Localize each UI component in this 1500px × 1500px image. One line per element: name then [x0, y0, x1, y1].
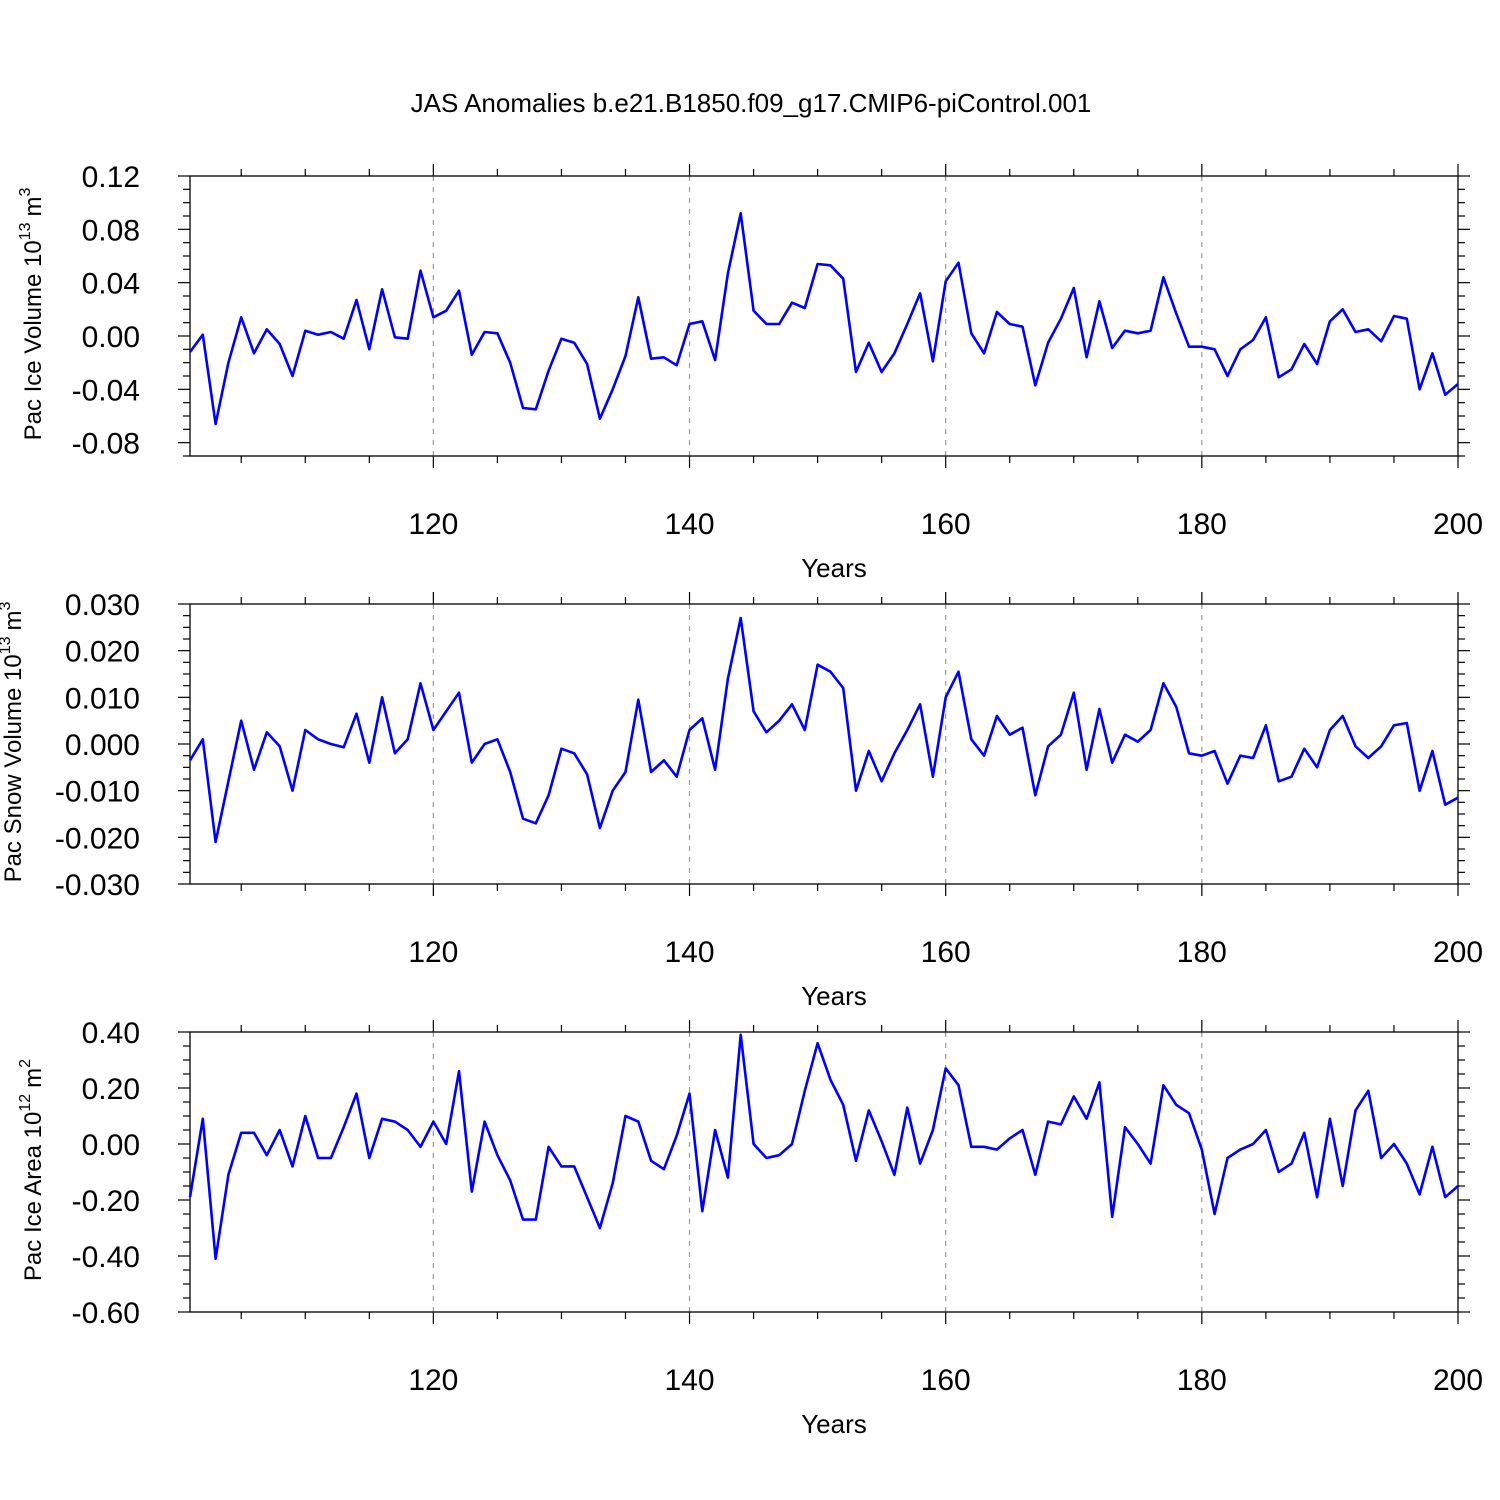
y-axis-label-exponent: 12 [17, 1094, 34, 1112]
y-tick-label: -0.030 [55, 869, 140, 902]
y-tick-label: -0.60 [72, 1297, 140, 1330]
y-tick-label: -0.020 [55, 822, 140, 855]
y-axis-label-unit-exponent: 2 [17, 1059, 34, 1068]
y-tick-label: 0.030 [65, 589, 140, 622]
series-line [188, 1033, 1459, 1261]
x-axis-label: Years [801, 1409, 867, 1439]
y-axis-label-unit: m [20, 196, 47, 216]
y-axis-label-exponent: 13 [0, 636, 14, 654]
x-tick-label: 180 [1177, 508, 1227, 541]
y-tick-label: 0.00 [82, 321, 140, 354]
x-tick-label: 160 [921, 936, 971, 969]
x-tick-label: 120 [408, 508, 458, 541]
panel-3: -0.60 -0.40 -0.20 0.00 0.20 0.40 120 140 160 180 2… [17, 1017, 1483, 1439]
x-tick-label: 200 [1433, 1364, 1483, 1397]
x-tick-label: 160 [921, 508, 971, 541]
x-tick-label: 200 [1433, 508, 1483, 541]
panel-1: -0.08 -0.04 0.00 0.04 0.08 0.12 120 140 160 180 20… [17, 161, 1483, 583]
y-axis-label-unit-exponent: 3 [0, 601, 14, 610]
panel-2: -0.030 -0.020 -0.010 0.000 0.010 0.020 0.030 12… [0, 589, 1483, 1011]
x-axis-label: Years [801, 553, 867, 583]
y-tick-label: 0.08 [82, 214, 140, 247]
x-tick-label: 180 [1177, 1364, 1227, 1397]
y-axis-label-text: Pac Snow Volume 10 [0, 654, 27, 882]
y-tick-label: -0.08 [72, 428, 140, 461]
y-tick-label: -0.40 [72, 1241, 140, 1274]
y-tick-label: 0.020 [65, 636, 140, 669]
y-tick-label: -0.20 [72, 1185, 140, 1218]
x-tick-label: 160 [921, 1364, 971, 1397]
figure-title: JAS Anomalies b.e21.B1850.f09_g17.CMIP6-… [411, 88, 1092, 118]
x-tick-label: 120 [408, 936, 458, 969]
y-axis-label: Pac Ice Area 1012 m2 [17, 1059, 47, 1281]
y-tick-label: 0.20 [82, 1073, 140, 1106]
plot-frame [189, 603, 1459, 885]
x-tick-label: 180 [1177, 936, 1227, 969]
series-line [188, 212, 1459, 426]
y-tick-label: 0.12 [82, 161, 140, 194]
y-axis-label-text: Pac Ice Area 10 [20, 1112, 47, 1281]
x-tick-label: 120 [408, 1364, 458, 1397]
y-tick-label: 0.010 [65, 682, 140, 715]
plot-frame [189, 175, 1459, 457]
x-tick-label: 140 [664, 936, 714, 969]
plot-frame [189, 1031, 1459, 1313]
y-tick-label: 0.04 [82, 268, 140, 301]
y-axis-label-text: Pac Ice Volume 10 [20, 240, 47, 440]
y-axis-label: Pac Snow Volume 1013 m3 [0, 601, 27, 882]
x-tick-label: 140 [664, 1364, 714, 1397]
y-tick-label: 0.00 [82, 1129, 140, 1162]
y-axis-label-unit: m [20, 1068, 47, 1088]
y-tick-label: 0.40 [82, 1017, 140, 1050]
series-line [188, 616, 1459, 844]
y-tick-label: -0.04 [72, 374, 140, 407]
y-tick-label: 0.000 [65, 729, 140, 762]
y-tick-label: -0.010 [55, 776, 140, 809]
y-axis-label-exponent: 13 [17, 222, 34, 240]
x-axis-label: Years [801, 981, 867, 1011]
y-axis-label-unit: m [0, 610, 27, 630]
x-tick-label: 200 [1433, 936, 1483, 969]
y-axis-label: Pac Ice Volume 1013 m3 [17, 187, 47, 440]
y-axis-label-unit-exponent: 3 [17, 187, 34, 196]
x-tick-label: 140 [664, 508, 714, 541]
